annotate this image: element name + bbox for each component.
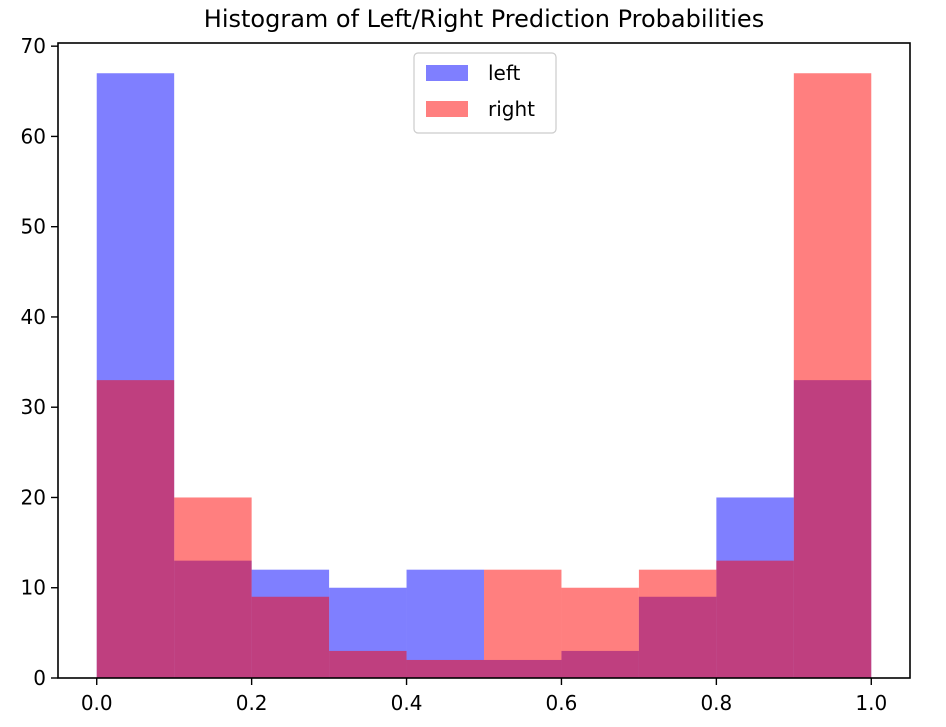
- chart-title: Histogram of Left/Right Prediction Proba…: [204, 5, 764, 33]
- x-tick-label: 0.8: [700, 691, 732, 715]
- x-tick-label: 0.4: [391, 691, 423, 715]
- bar-right-9: [793, 73, 872, 678]
- bar-right-3: [329, 650, 407, 678]
- y-tick-label: 50: [21, 215, 46, 239]
- y-axis: 0 10 20 30 40 50 60 70: [21, 34, 58, 690]
- bar-right-0: [96, 380, 175, 678]
- y-tick-label: 60: [21, 124, 46, 148]
- x-tick-label: 0.0: [81, 691, 113, 715]
- bar-right-4: [406, 659, 484, 678]
- legend-swatch-left: [426, 65, 468, 81]
- legend-label-left: left: [488, 61, 521, 85]
- x-tick-label: 1.0: [855, 691, 887, 715]
- x-tick-label: 0.6: [546, 691, 578, 715]
- plot-frame: [57, 42, 911, 679]
- y-tick-label: 10: [21, 576, 46, 600]
- y-tick-label: 20: [21, 485, 46, 509]
- x-tick-label: 0.2: [236, 691, 268, 715]
- legend-swatch-right: [426, 101, 468, 117]
- bar-right-5: [484, 569, 562, 678]
- bar-right-2: [251, 596, 330, 678]
- y-tick-label: 40: [21, 305, 46, 329]
- y-tick-label: 30: [21, 395, 46, 419]
- y-tick-label: 70: [21, 34, 46, 58]
- bar-right-6: [561, 587, 639, 678]
- legend: left right: [413, 52, 557, 134]
- bar-right-1: [174, 497, 252, 678]
- x-axis: 0.0 0.2 0.4 0.6 0.8 1.0: [81, 678, 887, 715]
- legend-label-right: right: [488, 97, 535, 121]
- bar-right-7: [638, 569, 717, 678]
- bars-layer: [96, 73, 872, 678]
- bar-right-8: [716, 560, 794, 678]
- y-tick-label: 0: [33, 666, 46, 690]
